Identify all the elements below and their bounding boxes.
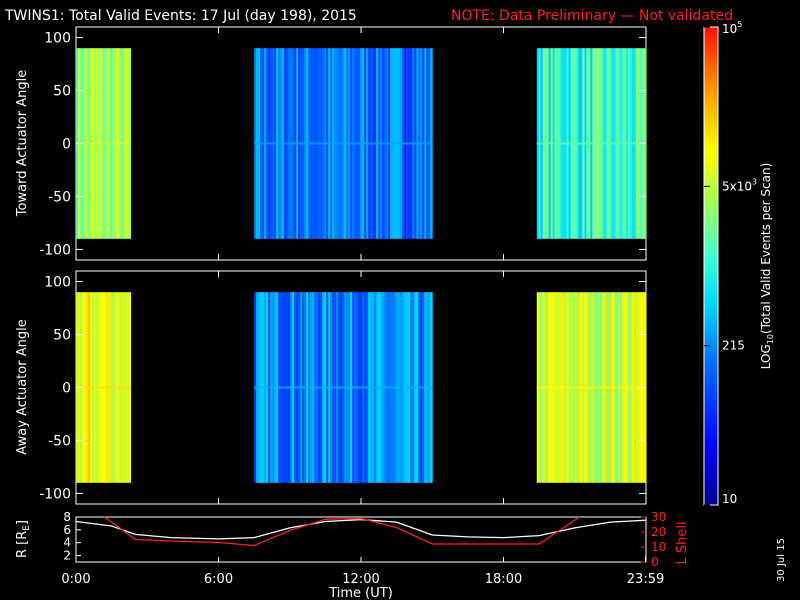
lshell-tick-label: 0 (651, 555, 659, 569)
time-tick-label: 0:00 (61, 572, 90, 587)
y-tick-label: 100 (44, 31, 71, 47)
colorbar-tick-label: 215 (722, 339, 745, 353)
colorbar: 10 215 5x103 105 LOG10(Total Valid Events p… (703, 20, 775, 506)
y-tick-label: -100 (39, 242, 71, 258)
r-tick-label: 6 (63, 523, 71, 537)
away-y-axis: 100 50 0 -50 -100 (39, 271, 647, 504)
colorbar-tick-label: 105 (722, 20, 742, 36)
y-tick-label: -50 (48, 189, 71, 205)
colorbar-ticks: 10 215 5x103 105 (704, 20, 757, 506)
y-tick-label: 0 (62, 381, 71, 397)
toward-y-axis: 100 50 0 -50 -100 (39, 27, 647, 260)
away-spectrogram (76, 292, 647, 483)
time-tick-label: 18:00 (485, 572, 522, 587)
time-tick-label: 6:00 (204, 572, 233, 587)
lshell-axis-label: L Shell (675, 521, 690, 564)
y-tick-label: -50 (48, 433, 71, 449)
r-tick-label: 2 (63, 549, 71, 563)
colorbar-tick-label: 5x103 (722, 177, 757, 193)
toward-angle-ylabel: Toward Actuator Angle (15, 70, 30, 217)
y-tick-label: 100 (44, 275, 71, 291)
lshell-tick-label: 10 (651, 540, 666, 554)
lshell-tick-label: 30 (651, 510, 666, 524)
ephemeris-panel-frame (75, 516, 647, 563)
ephemeris-lines (75, 516, 647, 547)
r-tick-label: 8 (63, 510, 71, 524)
r-distance-line (75, 518, 647, 540)
r-axis-label: R [RE] (15, 520, 32, 558)
y-tick-label: 50 (53, 328, 71, 344)
lshell-line (104, 516, 580, 547)
colorbar-gradient (703, 26, 719, 506)
lshell-tick-label: 20 (651, 525, 666, 539)
time-axis-ticks: 0:00 6:00 12:00 18:00 23:59 (61, 557, 664, 587)
r-tick-label: 4 (63, 536, 71, 550)
date-stamp: 30 Jul 15 (776, 538, 787, 582)
y-tick-label: -100 (39, 486, 71, 502)
away-angle-panel: 100 50 0 -50 -100 Away Actuator Angle (15, 270, 647, 505)
time-tick-label: 12:00 (342, 572, 379, 587)
colorbar-label: LOG10(Total Valid Events per Scan) (759, 163, 775, 370)
away-angle-ylabel: Away Actuator Angle (15, 319, 30, 454)
preliminary-note: NOTE: Data Preliminary — Not validated (451, 8, 733, 24)
toward-angle-panel: 100 50 0 -50 -100 Toward Actuator Angle (15, 26, 647, 261)
colorbar-tick-label: 10 (722, 492, 737, 506)
plot-title: TWINS1: Total Valid Events: 17 Jul (day … (4, 8, 357, 24)
y-tick-label: 0 (62, 137, 71, 153)
time-tick-label: 23:59 (627, 572, 664, 587)
time-axis-label: Time (UT) (328, 586, 393, 600)
y-tick-label: 50 (53, 84, 71, 100)
